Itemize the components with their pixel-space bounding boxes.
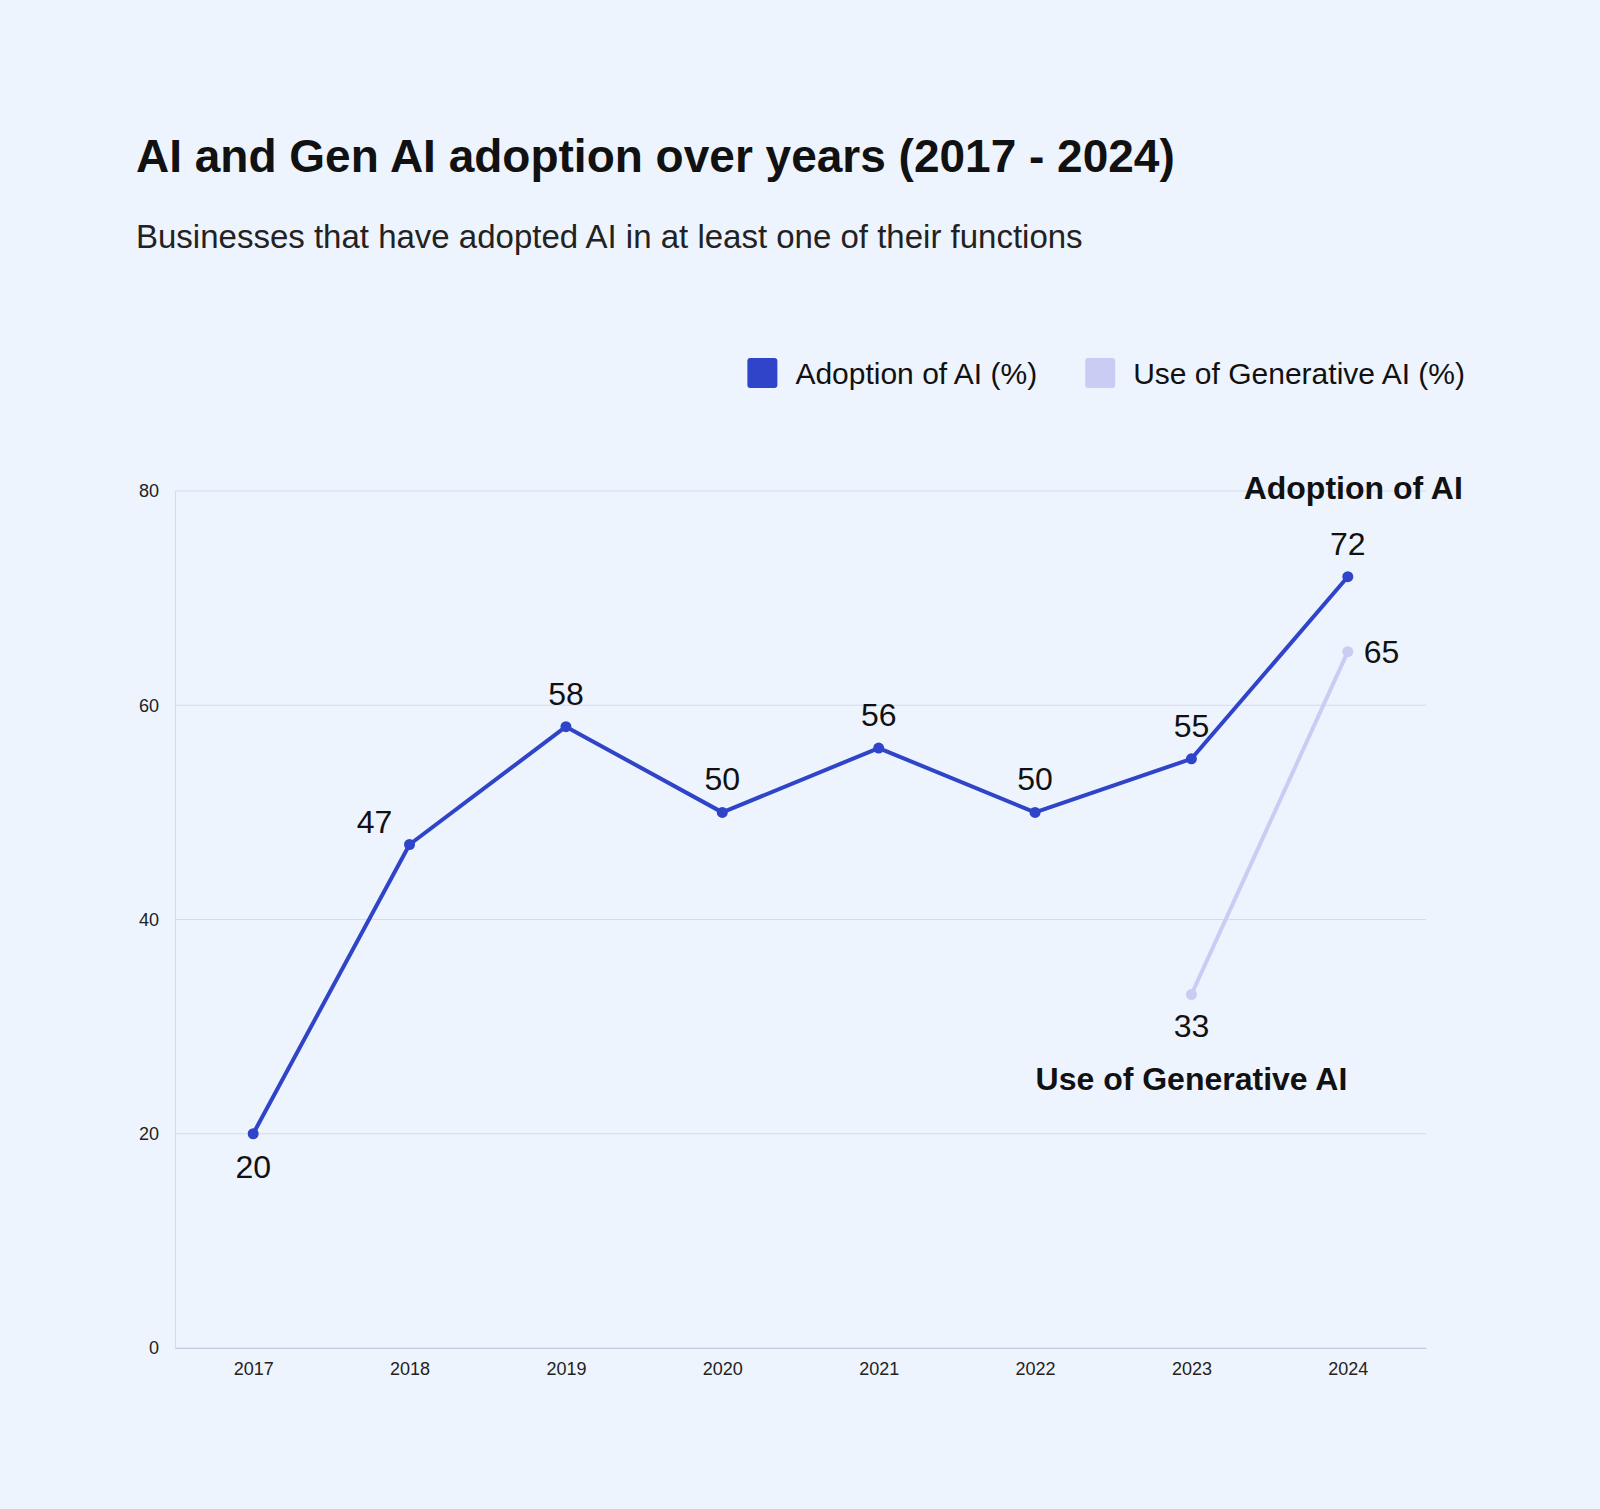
x-tick-label: 2022 [1016, 1359, 1056, 1379]
series-label: Use of Generative AI [1036, 1061, 1348, 1097]
y-tick-label: 60 [139, 696, 159, 716]
data-label: 72 [1330, 526, 1366, 562]
series-marker [717, 807, 728, 818]
x-tick: 2019 [546, 1348, 586, 1379]
legend: Use of Generative AI (%) Adoption of AI (… [747, 357, 1465, 390]
x-tick: 2023 [1172, 1348, 1212, 1379]
grid-line [175, 919, 1426, 920]
data-label: 50 [1017, 761, 1053, 797]
data-label: 55 [1174, 708, 1210, 744]
grid [175, 491, 1426, 1348]
x-tick-label: 2020 [703, 1359, 743, 1379]
legend-swatch [1085, 358, 1115, 388]
y-tick-label: 0 [149, 1338, 159, 1358]
series-marker [1030, 807, 1041, 818]
x-axis: 2017 2018 2019 2020 2021 2022 2023 2024 [176, 1348, 1427, 1379]
y-axis-line [175, 492, 176, 1349]
data-label: 65 [1364, 634, 1400, 670]
x-tick: 2017 [234, 1348, 274, 1379]
x-tick: 2021 [859, 1348, 899, 1379]
x-tick-label: 2021 [859, 1359, 899, 1379]
data-label: 56 [861, 697, 897, 733]
series-marker [1186, 753, 1197, 764]
y-tick: 60 [139, 696, 175, 716]
series-marker [560, 721, 571, 732]
labels: 20 47 58 50 56 50 55 72 Adoption of AI 33 65 Use of… [235, 470, 1462, 1185]
series-marker [404, 839, 415, 850]
y-tick-label: 80 [139, 481, 159, 501]
y-tick: 40 [139, 910, 175, 930]
x-tick: 2022 [1016, 1348, 1056, 1379]
chart: AI and Gen AI adoption over years (2017 … [0, 0, 1600, 1509]
data-label: 20 [235, 1149, 271, 1185]
legend-label: Adoption of AI (%) [795, 357, 1037, 390]
x-axis-line [176, 1348, 1427, 1349]
series-marker [248, 1128, 259, 1139]
data-label: 50 [705, 761, 741, 797]
series-marker [1342, 571, 1353, 582]
series-label: Adoption of AI [1244, 470, 1463, 506]
subtitle: Businesses that have adopted AI in at le… [136, 218, 1083, 255]
series-marker [1186, 989, 1197, 1000]
grid-line [175, 1133, 1426, 1134]
legend-swatch [747, 358, 777, 388]
data-label: 47 [357, 804, 393, 840]
x-tick-label: 2017 [234, 1359, 274, 1379]
grid-line [175, 1348, 1426, 1349]
x-tick: 2024 [1328, 1348, 1368, 1379]
y-tick-label: 40 [139, 910, 159, 930]
x-tick: 2020 [703, 1348, 743, 1379]
y-tick: 0 [149, 1338, 175, 1358]
series-marker [873, 743, 884, 754]
series-line [1191, 652, 1347, 995]
series-marker [1342, 646, 1353, 657]
data-label: 58 [548, 676, 584, 712]
y-axis: 0 20 40 60 80 [139, 481, 176, 1358]
y-tick-label: 20 [139, 1124, 159, 1144]
x-tick-label: 2023 [1172, 1359, 1212, 1379]
y-tick: 20 [139, 1124, 175, 1144]
x-tick: 2018 [390, 1348, 430, 1379]
x-tick-label: 2018 [390, 1359, 430, 1379]
y-tick: 80 [139, 481, 175, 501]
x-tick-label: 2019 [546, 1359, 586, 1379]
x-tick-label: 2024 [1328, 1359, 1368, 1379]
series-line [253, 577, 1348, 1134]
background [0, 0, 1600, 1509]
legend-label: Use of Generative AI (%) [1133, 357, 1465, 390]
title: AI and Gen AI adoption over years (2017 … [136, 130, 1175, 182]
data-label: 33 [1174, 1008, 1210, 1044]
plot-marks [248, 571, 1354, 1139]
grid-line [175, 491, 1426, 492]
